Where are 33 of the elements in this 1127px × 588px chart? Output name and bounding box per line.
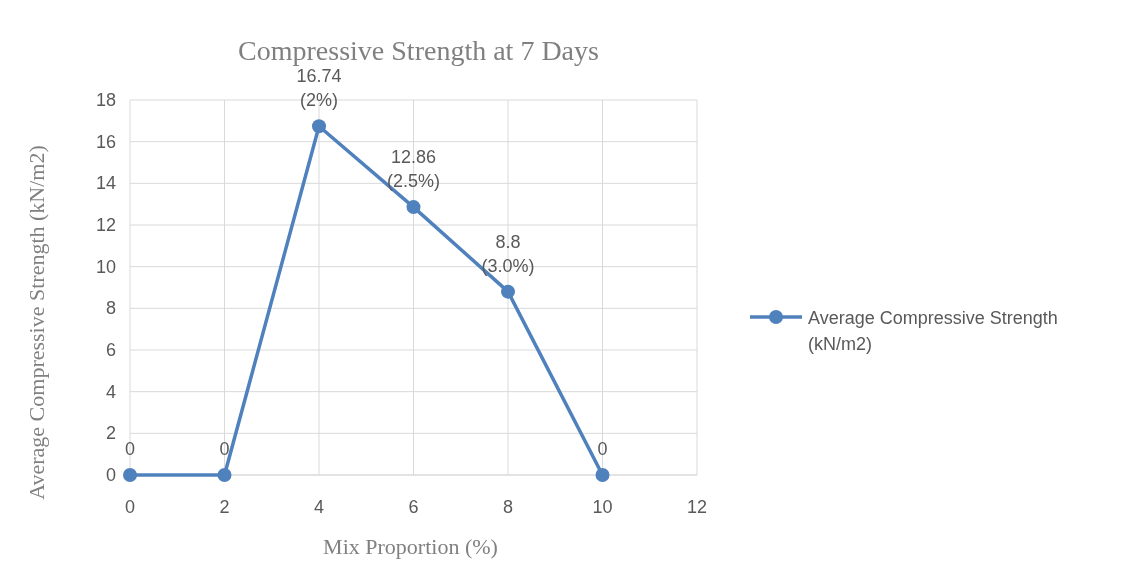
y-tick-label: 16 [95, 131, 116, 152]
y-tick-label: 4 [105, 381, 116, 402]
x-tick-label: 8 [502, 497, 514, 517]
point [595, 468, 610, 482]
x-tick-label: 2 [219, 497, 230, 517]
y-tick-label: 8 [105, 298, 116, 319]
y-tick-label: 2 [105, 423, 116, 444]
data-label: 0 [219, 439, 230, 459]
data-label: 0 [124, 439, 136, 459]
point [406, 200, 421, 215]
point [312, 119, 326, 134]
x-axis-title: Mix Proportion (%) [323, 534, 498, 559]
legend-label: Average Compressive Strength (kN/m2) [808, 308, 1058, 354]
y-tick-label: 10 [95, 256, 116, 277]
y-tick-label: 6 [105, 340, 116, 360]
point [217, 468, 232, 482]
x-tick-label: 0 [124, 497, 136, 517]
y-tick-label: 0 [105, 465, 116, 485]
y-tick-label: 18 [95, 90, 116, 110]
x-tick-label: 12 [686, 497, 708, 517]
chart-title: Compressive Strength at 7 Days [238, 35, 599, 66]
y-axis-title: Average Compressive Strength (kN/m2) [24, 145, 49, 500]
x-tick-label: 6 [408, 497, 419, 517]
point [501, 284, 515, 299]
point [123, 468, 137, 482]
x-tick-label: 10 [592, 497, 613, 517]
y-tick-label: 12 [95, 215, 116, 235]
data-label: 16.74 (2%) [296, 66, 342, 111]
data-label: 0 [597, 439, 608, 459]
data-label: 12.86 (2.5%) [386, 147, 441, 192]
data-label: 8.8 (3.0%) [481, 231, 535, 276]
y-tick-label: 14 [95, 173, 116, 194]
x-tick-label: 4 [313, 497, 325, 517]
